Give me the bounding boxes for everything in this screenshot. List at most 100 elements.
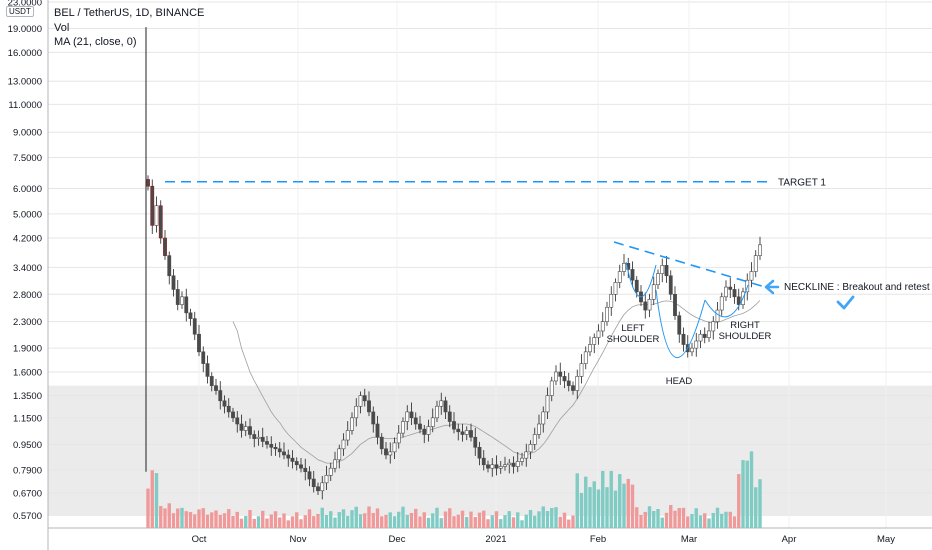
volume-bar: [269, 514, 273, 528]
candle: [231, 411, 235, 419]
ma-indicator-label[interactable]: MA (21, close, 0): [54, 36, 137, 48]
candle: [660, 265, 665, 274]
candle: [333, 459, 337, 469]
volume-bar: [728, 511, 732, 528]
volume-bar: [605, 487, 609, 528]
volume-bar: [329, 511, 333, 528]
volume-bar: [707, 518, 711, 528]
support-zone: [48, 385, 932, 516]
volume-indicator-label[interactable]: Vol: [54, 22, 70, 34]
volume-bar: [724, 511, 728, 528]
candle: [146, 179, 150, 187]
volume-bar: [159, 506, 163, 528]
volume-bar: [337, 512, 341, 528]
y-tick-label: 13.0000: [8, 77, 42, 88]
y-tick-label: 0.7900: [13, 465, 42, 476]
volume-bar: [550, 508, 554, 528]
candle: [260, 436, 265, 442]
volume-bar: [197, 509, 201, 528]
candle: [464, 430, 469, 435]
candle: [252, 434, 257, 439]
volume-bar: [184, 511, 188, 528]
candle: [473, 436, 478, 448]
volume-bar: [248, 510, 252, 528]
volume-bar: [656, 509, 660, 528]
volume-bar: [541, 506, 545, 528]
volume-bar: [460, 510, 465, 528]
candle: [707, 330, 711, 338]
volume-bar: [511, 517, 516, 528]
volume-bar: [210, 512, 214, 528]
target-label: TARGET 1: [778, 178, 826, 189]
volume-bar: [265, 518, 269, 528]
volume-bar: [367, 506, 371, 528]
candle: [171, 275, 176, 290]
volume-bar: [737, 474, 741, 528]
volume-bar: [732, 516, 737, 528]
y-tick-label: 0.9500: [13, 440, 42, 451]
volume-bar: [516, 512, 520, 528]
candle: [617, 271, 622, 283]
volume-bar: [154, 473, 159, 528]
candle: [188, 312, 193, 319]
candle: [324, 475, 329, 484]
ma-line: [232, 300, 761, 464]
candle: [379, 436, 384, 450]
candle: [588, 344, 592, 353]
candle: [605, 306, 609, 322]
candle: [265, 441, 269, 445]
y-tick-label: 1.1500: [13, 413, 42, 424]
volume-bar: [346, 515, 350, 528]
volume-bar: [720, 513, 724, 528]
volume-bar: [435, 507, 439, 528]
candle: [554, 371, 558, 382]
head-label: HEAD: [666, 376, 693, 387]
candle: [197, 333, 201, 353]
candle: [303, 467, 308, 473]
volume-bar: [227, 509, 231, 528]
volume-bar: [316, 513, 320, 528]
candle: [643, 301, 648, 311]
volume-bar: [278, 517, 282, 528]
candle: [647, 299, 652, 311]
candle: [571, 385, 575, 391]
candle: [430, 417, 435, 427]
volume-bar: [150, 470, 154, 528]
volume-bar: [639, 514, 643, 528]
candle: [481, 457, 486, 466]
candle: [405, 411, 410, 422]
candle: [498, 466, 503, 469]
candle: [214, 385, 218, 391]
volume-bar: [618, 474, 622, 528]
candle: [469, 430, 473, 438]
volume-bar: [745, 460, 749, 528]
candle: [715, 309, 720, 322]
volume-bar: [601, 470, 605, 528]
volume-bar: [664, 512, 669, 528]
volume-bar: [218, 514, 222, 528]
y-tick-label: 2.3000: [13, 317, 42, 328]
volume-bar: [180, 507, 184, 528]
y-tick-label: 1.9000: [13, 344, 42, 355]
candle: [681, 333, 686, 345]
volume-bar: [741, 460, 745, 528]
candle: [435, 405, 439, 419]
candle: [664, 265, 669, 277]
volume-bar: [681, 507, 686, 528]
check-icon: [836, 295, 855, 310]
volume-bar: [499, 519, 503, 528]
volume-bar: [694, 508, 698, 528]
volume-bar: [252, 518, 256, 528]
candle: [673, 294, 677, 317]
candle: [307, 471, 312, 480]
volume-bar: [609, 470, 613, 528]
volume-bar: [754, 487, 758, 528]
volume-bar: [358, 514, 363, 528]
candle: [286, 454, 291, 459]
volume-bar: [222, 513, 227, 528]
volume-bar: [452, 516, 456, 528]
volume-bar: [490, 515, 494, 528]
candle: [256, 436, 261, 439]
candle: [337, 448, 342, 461]
